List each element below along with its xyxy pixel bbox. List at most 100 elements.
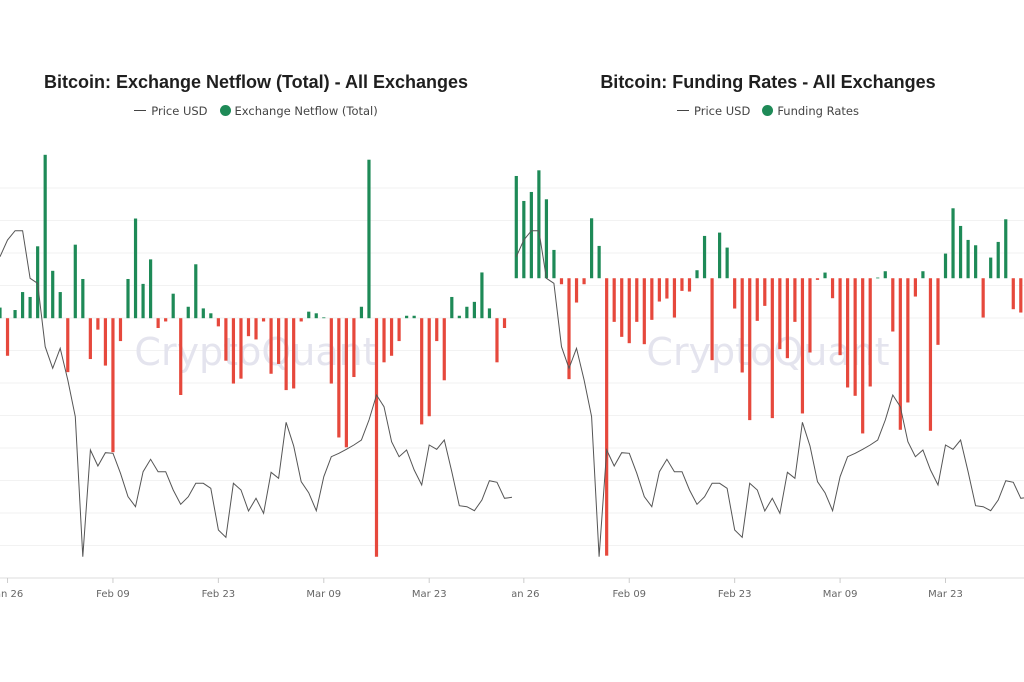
bar — [239, 318, 243, 379]
bar — [514, 175, 518, 279]
bar — [695, 270, 699, 279]
bar — [261, 318, 266, 322]
bar — [770, 278, 774, 419]
legend-price-label[interactable]: Price USD — [694, 103, 751, 118]
bar — [635, 278, 639, 322]
bar — [672, 278, 677, 318]
bar — [389, 318, 394, 356]
bar — [687, 278, 692, 292]
bar — [307, 311, 311, 319]
bar — [966, 239, 970, 279]
bar — [846, 278, 850, 388]
bar — [650, 278, 654, 320]
bar — [111, 318, 115, 453]
chart-title: Bitcoin: Funding Rates - All Exchanges — [600, 72, 936, 92]
bar — [876, 277, 880, 279]
bar — [861, 278, 865, 434]
bar — [450, 296, 454, 319]
bar — [367, 159, 371, 319]
bar — [43, 154, 47, 319]
bar — [81, 278, 85, 319]
bar — [755, 278, 759, 321]
bar — [642, 278, 646, 345]
legend-funding-label[interactable]: Funding Rates — [777, 103, 859, 118]
chart-legend: Price USD Exchange Netflow (Total) — [0, 103, 512, 118]
bar — [284, 318, 288, 391]
bar — [322, 317, 326, 319]
bar — [605, 278, 609, 556]
watermark: CryptoQuant — [646, 330, 889, 374]
bar — [51, 270, 55, 319]
bar — [13, 310, 17, 319]
bar — [981, 278, 985, 318]
bar — [785, 278, 789, 359]
bar — [838, 278, 842, 356]
bar — [502, 318, 507, 329]
bar — [231, 318, 236, 384]
bar — [800, 278, 805, 414]
bar — [314, 313, 318, 319]
bar — [337, 318, 341, 438]
bar — [868, 278, 872, 387]
x-tick-label: Mar 23 — [928, 589, 963, 600]
x-tick-label: Jan 26 — [0, 589, 23, 600]
legend-price-line-icon — [134, 110, 147, 111]
bar — [480, 272, 484, 319]
bar — [73, 244, 77, 319]
bar — [457, 315, 461, 319]
bar — [495, 318, 499, 363]
x-tick-label: Feb 09 — [96, 589, 130, 600]
bar — [898, 278, 902, 430]
bar — [405, 315, 409, 319]
bar — [883, 271, 887, 279]
legend-netflow-dot-icon — [219, 105, 231, 116]
bar — [374, 318, 379, 557]
bar — [740, 278, 744, 373]
bar — [149, 259, 153, 319]
bar — [88, 318, 92, 360]
bar — [224, 318, 228, 361]
bar — [665, 278, 669, 299]
bar — [103, 318, 108, 366]
funding-plot: CryptoQuant Jan 26 Feb 09 Feb 23 Mar 09 Mar 2… — [512, 170, 1024, 600]
bar — [906, 278, 910, 403]
x-tick-label: Mar 09 — [823, 589, 858, 600]
legend-netflow-label[interactable]: Exchange Netflow (Total) — [234, 103, 378, 118]
bar — [552, 249, 556, 279]
bar — [435, 318, 439, 342]
bar — [597, 245, 601, 279]
bar — [574, 278, 579, 303]
bar — [680, 278, 684, 291]
bar — [246, 318, 251, 337]
x-tick-label: Feb 09 — [612, 589, 646, 600]
bar — [718, 232, 722, 279]
bar — [133, 218, 138, 319]
bar — [853, 278, 857, 396]
bar — [913, 278, 917, 297]
bar — [921, 271, 925, 279]
x-tick-label: Jan 26 — [512, 589, 539, 600]
bar — [567, 278, 571, 380]
bar — [412, 315, 416, 319]
legend-price-label[interactable]: Price USD — [151, 103, 208, 118]
bar — [164, 318, 168, 322]
netflow-chart-panel: Bitcoin: Exchange Netflow (Total) - All … — [0, 72, 512, 600]
bar — [936, 278, 940, 345]
bar — [733, 278, 737, 309]
bar — [612, 278, 616, 322]
bar — [620, 278, 624, 337]
bar — [559, 278, 564, 285]
bar — [156, 318, 160, 329]
bar — [710, 278, 714, 361]
x-tick-label: Feb 23 — [202, 589, 236, 600]
bar — [943, 253, 948, 279]
bar — [725, 247, 729, 279]
bar — [487, 308, 492, 319]
bar — [657, 278, 661, 302]
bar — [529, 191, 533, 279]
bar — [269, 318, 273, 374]
bar — [126, 278, 130, 319]
bar — [544, 199, 549, 279]
x-tick-label: Feb 23 — [718, 589, 752, 600]
